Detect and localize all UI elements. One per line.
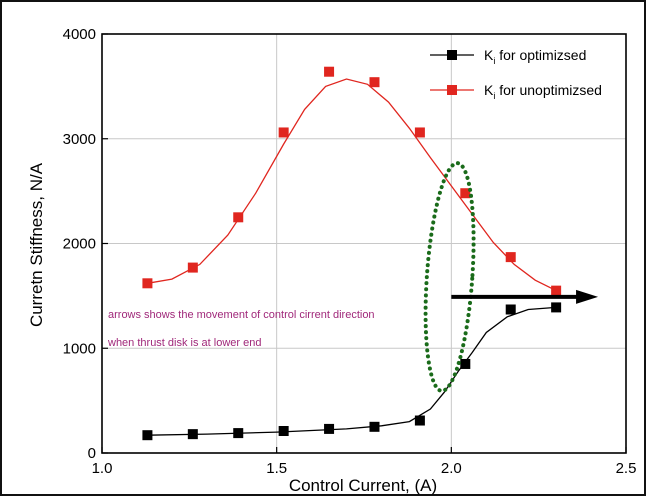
tick-labels: 1.0 1.5 2.0 2.5 0 1000 2000 3000 4000 [63, 26, 637, 477]
series-0-point [414, 415, 425, 426]
series-1-point [460, 188, 471, 199]
annotation-line-1: arrows shows the movement of control cir… [108, 309, 375, 321]
series-0-point [324, 423, 335, 434]
annotation-line-2: when thrust disk is at lower end [107, 337, 261, 349]
legend: Ki for optimizsed Ki for unoptimizsed [430, 47, 602, 101]
series-1-point [369, 77, 380, 88]
y-tick-label: 3000 [63, 131, 96, 148]
x-tick-label: 2.0 [441, 460, 462, 477]
y-axis-title: Curretn Stiffness, N/A [27, 162, 46, 327]
x-tick-label: 1.5 [266, 460, 287, 477]
x-tick-label: 1.0 [92, 460, 113, 477]
series-1-point [278, 127, 289, 138]
y-tick-label: 0 [88, 445, 96, 462]
series-1-point [233, 212, 244, 223]
series-1-point [324, 66, 335, 77]
series-1-point [414, 127, 425, 138]
series-layer [142, 66, 562, 441]
series-1-point [187, 262, 198, 273]
series-0-point [460, 358, 471, 369]
series-0-point [142, 430, 153, 441]
x-tick-label: 2.5 [616, 460, 637, 477]
axes [101, 33, 627, 454]
series-0-point [369, 421, 380, 432]
annotation-layer: arrows shows the movement of control cir… [107, 161, 599, 393]
legend-label-0: Ki for optimizsed [484, 47, 586, 66]
legend-marker-1 [447, 85, 457, 95]
series-1-point [505, 252, 516, 263]
legend-label-1: Ki for unoptimizsed [484, 82, 602, 101]
series-1-point [142, 278, 153, 289]
series-0-point [187, 429, 198, 440]
y-tick-label: 2000 [63, 236, 96, 253]
x-axis-title: Control Current, (A) [289, 476, 437, 495]
series-0-point [551, 302, 562, 313]
series-0-point [233, 428, 244, 439]
series-1-line [147, 78, 557, 292]
y-tick-label: 4000 [63, 26, 96, 43]
series-0-line [147, 306, 557, 436]
annotation-arrow-head [576, 289, 599, 304]
series-0-point [505, 304, 516, 315]
series-0-point [278, 426, 289, 437]
y-tick-label: 1000 [63, 340, 96, 357]
series-1-point [551, 285, 562, 296]
grid [102, 34, 626, 453]
annotation-ellipse [423, 161, 476, 393]
legend-marker-0 [447, 50, 457, 60]
